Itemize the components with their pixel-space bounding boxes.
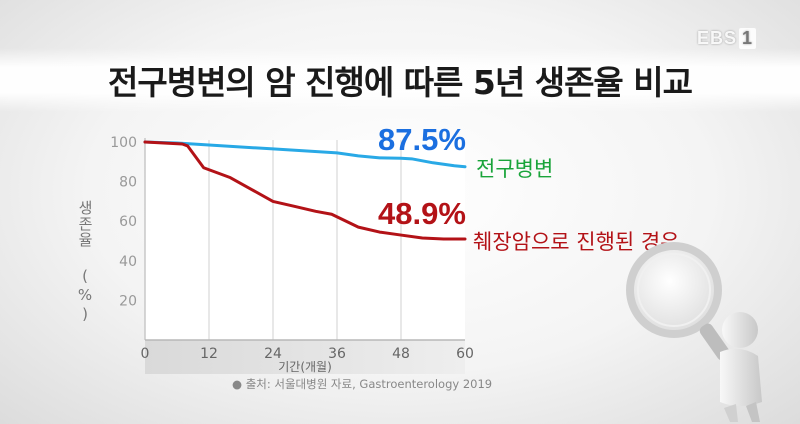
series-line-0 <box>143 140 467 169</box>
x-axis-label: 기간(개월) <box>278 360 332 374</box>
y-tick-label: 100 <box>110 135 137 151</box>
source-note: ● 출처: 서울대병원 자료, Gastroenterology 2019 <box>232 377 493 391</box>
title-band <box>0 48 800 112</box>
y-tick-label: 80 <box>119 175 137 191</box>
series-0-end-value: 87.5% <box>378 122 466 157</box>
x-tick-label: 0 <box>141 346 150 362</box>
x-axis-band <box>145 340 465 374</box>
x-tick-label: 36 <box>328 346 346 362</box>
y-tick-label: 60 <box>119 214 137 230</box>
y-tick-label: 40 <box>119 254 137 270</box>
broadcaster-logo-text: EBS <box>696 28 737 48</box>
y-tick-label: 20 <box>119 293 137 309</box>
series-0-name: 전구병변 <box>476 157 553 181</box>
series-line-1 <box>143 140 467 241</box>
broadcaster-channel-number: 1 <box>738 28 756 49</box>
chart-title: 전구병변의 암 진행에 따른 5년 생존율 비교 <box>107 63 693 102</box>
y-axis-label-unit: (%) <box>76 267 94 324</box>
y-axis-label-text: 생존율 <box>76 200 94 248</box>
x-tick-label: 12 <box>200 346 218 362</box>
x-tick-label: 24 <box>264 346 282 362</box>
magnifier-person-icon <box>626 242 762 422</box>
broadcaster-logo: EBS 1 <box>697 28 756 49</box>
x-tick-label: 48 <box>392 346 410 362</box>
x-tick-label: 60 <box>456 346 474 362</box>
series-1-end-value: 48.9% <box>378 196 466 231</box>
y-axis-label: 생존율 (%) <box>72 200 96 324</box>
series-1-name: 췌장암으로 진행된 경우 <box>473 230 680 254</box>
plot-area <box>145 140 465 340</box>
